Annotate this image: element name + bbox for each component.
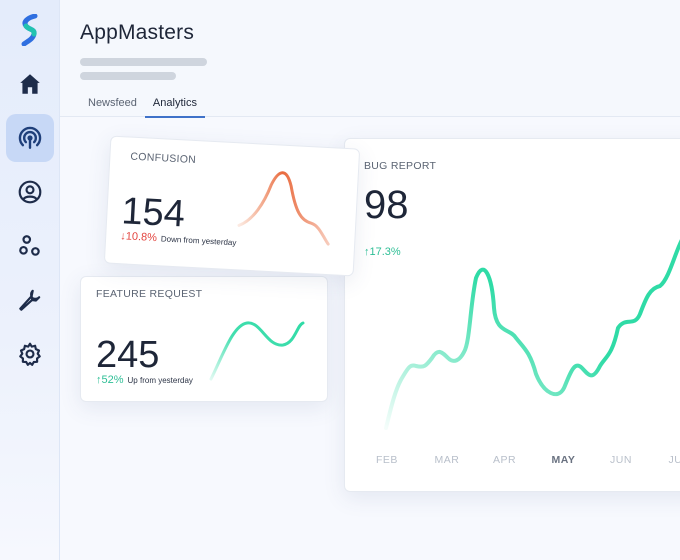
user-circle-icon (18, 180, 42, 204)
home-icon (20, 74, 40, 94)
card-label: CONFUSION (130, 150, 197, 167)
sidebar-item-integrations[interactable] (6, 222, 54, 270)
sidebar-item-settings[interactable] (6, 330, 54, 378)
broadcast-icon (18, 126, 42, 149)
nodes-icon (19, 235, 40, 256)
card-value: 154 (120, 190, 186, 236)
sidebar-item-broadcast[interactable] (6, 114, 54, 162)
arrow-up-icon: ↑ (364, 246, 370, 258)
card-label: BUG REPORT (364, 160, 437, 172)
x-axis-tick-jul[interactable]: JUL (668, 454, 680, 466)
trend-indicator: ↓ 10.8% Down from yesterday (120, 230, 237, 248)
trend-description: Down from yesterday (160, 234, 237, 248)
trend-indicator: ↑ 17.3% (364, 246, 405, 258)
placeholder-line (80, 72, 176, 80)
page-title: AppMasters (80, 21, 195, 44)
sidebar-item-profile[interactable] (6, 168, 54, 216)
sidebar-item-tools[interactable] (6, 276, 54, 324)
trend-indicator: ↑ 52% Up from yesterday (96, 374, 193, 386)
tab-analytics[interactable]: Analytics (144, 97, 205, 118)
chart-series-line (384, 239, 680, 430)
trend-percent: 10.8% (125, 230, 158, 245)
x-axis-tick-mar[interactable]: MAR (434, 454, 460, 466)
wrench-icon (19, 289, 41, 311)
app-logo-icon[interactable] (19, 14, 41, 46)
x-axis-tick-feb[interactable]: FEB (376, 454, 398, 466)
confusion-sparkline (237, 171, 330, 246)
confusion-card[interactable]: CONFUSION 154 ↓ 10.8% Down from yesterda… (103, 135, 361, 277)
sidebar (0, 0, 60, 560)
card-value: 98 (364, 183, 409, 227)
bug-report-chart (384, 239, 680, 430)
feature-request-card[interactable]: FEATURE REQUEST 245 ↑ 52% Up from yester… (80, 276, 328, 402)
x-axis-tick-jun[interactable]: JUN (610, 454, 632, 466)
x-axis-tick-apr[interactable]: APR (493, 454, 517, 466)
placeholder-line (80, 58, 207, 66)
tab-bar: Newsfeed Analytics (80, 97, 205, 118)
card-value: 245 (96, 334, 160, 376)
sidebar-item-home[interactable] (6, 60, 54, 108)
bug-report-card[interactable]: BUG REPORT 98 ↑ 17.3% (344, 138, 680, 492)
header: AppMasters Newsfeed Analytics (60, 0, 680, 118)
trend-percent: 17.3% (369, 246, 401, 258)
trend-description: Up from yesterday (127, 376, 193, 385)
trend-percent: 52% (101, 374, 124, 386)
x-axis-tick-may[interactable]: MAY (551, 454, 576, 466)
gear-icon (19, 342, 41, 366)
card-label: FEATURE REQUEST (96, 288, 203, 300)
arrow-up-icon: ↑ (96, 374, 102, 386)
tab-newsfeed[interactable]: Newsfeed (88, 97, 137, 109)
feature-request-sparkline (209, 321, 305, 381)
